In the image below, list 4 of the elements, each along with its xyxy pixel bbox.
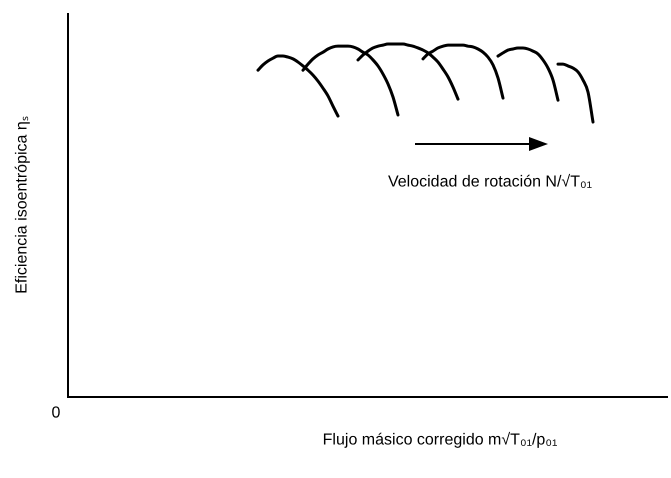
x-axis-title: Flujo másico corregido m√T₀₁/p₀₁ <box>322 431 558 448</box>
y-axis-title: Eficiencia isoentrópica ηₛ <box>13 116 30 294</box>
text: 0 <box>52 404 61 422</box>
annotation: Velocidad de rotación N/√T₀₁ <box>388 173 592 190</box>
